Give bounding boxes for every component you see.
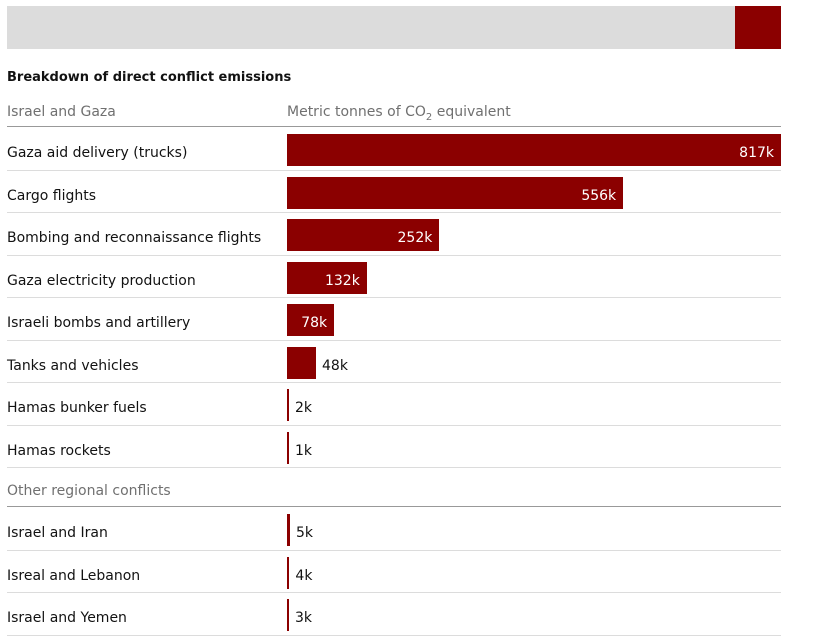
row-divider xyxy=(7,634,781,636)
category-label: Israel and Yemen xyxy=(7,610,127,626)
section-label: Other regional conflicts xyxy=(7,483,171,499)
category-label: Tanks and vehicles xyxy=(7,357,139,374)
bar xyxy=(287,514,291,546)
bar xyxy=(287,261,367,294)
bar xyxy=(287,134,781,166)
bar-value-label: 1k xyxy=(295,442,313,459)
bar xyxy=(287,389,289,421)
category-label: Isreal and Lebanon xyxy=(7,567,141,584)
bar-value-label: 3k xyxy=(295,610,313,626)
bar-value-label: 78k xyxy=(301,315,328,331)
unit-label-text: Metric tonnes of CO xyxy=(287,104,426,120)
bar-value-label: 4k xyxy=(295,567,313,584)
category-label: Hamas rockets xyxy=(7,442,111,459)
unit-label-subscript: 2 xyxy=(425,111,433,123)
bar-value-label: 817k xyxy=(739,145,774,161)
section-rule xyxy=(7,126,781,127)
unit-label-suffix: equivalent xyxy=(432,104,511,120)
bar xyxy=(287,346,317,379)
category-label: Israel and Iran xyxy=(7,525,108,541)
category-label: Hamas bunker fuels xyxy=(7,400,147,416)
section-rule xyxy=(7,506,781,507)
row-divider xyxy=(7,297,781,298)
category-label: Bombing and reconnaissance flights xyxy=(7,230,262,246)
bar xyxy=(287,431,289,464)
row-divider xyxy=(7,254,781,256)
row-divider xyxy=(7,424,781,426)
bar-value-label: 252k xyxy=(397,230,433,246)
row-divider xyxy=(7,382,781,383)
bar-value-label: 556k xyxy=(581,187,617,204)
row-divider xyxy=(7,592,781,593)
bar-value-label: 5k xyxy=(296,525,314,541)
chart-title: Breakdown of direct conflict emissions xyxy=(7,70,292,85)
bar xyxy=(287,219,440,251)
bar xyxy=(287,176,624,209)
top-banner-accent xyxy=(735,6,781,49)
section-label: Israel and Gaza xyxy=(7,104,116,120)
bar-value-label: 48k xyxy=(322,357,348,374)
bar-value-label: 2k xyxy=(295,400,313,416)
category-label: Cargo flights xyxy=(7,187,97,204)
top-banner xyxy=(7,6,781,49)
bar xyxy=(287,599,289,631)
row-divider xyxy=(7,549,781,551)
row-divider xyxy=(7,212,781,213)
unit-label: Metric tonnes of CO2 equivalent xyxy=(287,104,511,123)
category-label: Gaza electricity production xyxy=(7,272,196,289)
bar-value-label: 132k xyxy=(324,272,360,289)
row-divider xyxy=(7,467,781,468)
row-divider xyxy=(7,339,781,341)
bar xyxy=(287,556,290,589)
category-label: Israeli bombs and artillery xyxy=(7,315,191,331)
row-divider xyxy=(7,169,781,171)
bar xyxy=(287,304,335,336)
category-label: Gaza aid delivery (trucks) xyxy=(7,145,188,161)
